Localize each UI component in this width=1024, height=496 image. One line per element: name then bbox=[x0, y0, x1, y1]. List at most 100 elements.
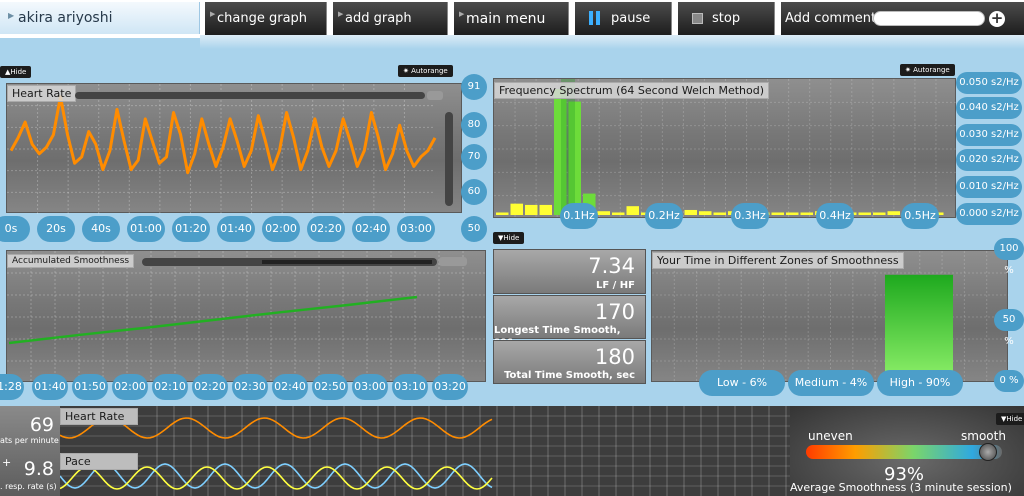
zone-bar bbox=[885, 274, 953, 381]
smoothness-x-tick-label: 03:20 bbox=[432, 374, 468, 400]
smoothness-x-tick-label: 03:00 bbox=[352, 374, 388, 400]
heart-rate-panel: Heart Rate bbox=[6, 83, 462, 214]
smoothness-x-tick-label: 01:28 bbox=[0, 374, 24, 400]
smoothness-series bbox=[8, 295, 418, 345]
autorange-button[interactable]: ✷ Autorange bbox=[900, 64, 955, 76]
smoothness-x-tick-label: 03:10 bbox=[392, 374, 428, 400]
live-pace-line bbox=[60, 463, 493, 489]
lf-hf-label: LF / HF bbox=[595, 280, 635, 291]
total-smooth-box: 180 Total Time Smooth, sec bbox=[493, 340, 646, 384]
main-menu-button[interactable]: ▶ main menu bbox=[454, 2, 569, 35]
live-hr-label: Heart Rate bbox=[60, 408, 138, 425]
spectrum-bar bbox=[858, 212, 871, 215]
autorange-button[interactable]: ✷ Autorange bbox=[398, 65, 453, 77]
triangle-icon: ▶ bbox=[338, 10, 344, 18]
hr-x-tick-label: 02:20 bbox=[307, 216, 345, 242]
spectrum-bar bbox=[684, 209, 697, 215]
autorange-label: Autorange bbox=[913, 66, 950, 74]
smoothness-x-tick-label: 01:50 bbox=[72, 374, 108, 400]
zones-y-tick-label: 100 % bbox=[994, 238, 1024, 276]
smoothness-panel: Accumulated Smoothness bbox=[6, 250, 487, 383]
add-graph-label: add graph bbox=[345, 11, 412, 26]
live-graph-lines bbox=[60, 406, 795, 496]
smooth-label: smooth bbox=[961, 429, 1006, 443]
hide-label: Hide bbox=[10, 68, 27, 76]
meter-knob bbox=[979, 443, 998, 461]
spectrum-bar bbox=[887, 211, 900, 215]
pause-button[interactable]: pause bbox=[575, 2, 672, 35]
heart-rate-series bbox=[9, 95, 437, 175]
hr-x-tick-label: 02:00 bbox=[262, 216, 300, 242]
hide-button[interactable]: ▼Hide bbox=[996, 413, 1024, 425]
resp-readout-unit: . resp. rate (s) bbox=[0, 482, 57, 491]
average-smoothness-label: Average Smoothness (3 minute session) bbox=[790, 481, 1012, 494]
hr-x-tick-label: 01:20 bbox=[172, 216, 210, 242]
live-pace-label: Pace bbox=[60, 453, 138, 470]
spectrum-panel: Frequency Spectrum (64 Second Welch Meth… bbox=[493, 78, 957, 219]
spectrum-y-tick-label: 0.020 s2/Hz bbox=[956, 149, 1022, 171]
change-graph-button[interactable]: ▶ change graph bbox=[205, 2, 327, 35]
hr-scrollbar[interactable] bbox=[75, 92, 425, 99]
hr-vertical-scrollbar[interactable] bbox=[445, 112, 453, 206]
plus-icon: + bbox=[2, 456, 12, 469]
spectrum-chart bbox=[494, 79, 957, 219]
triangle-icon: ▶ bbox=[8, 11, 15, 20]
hide-button[interactable]: ▼Hide bbox=[493, 232, 525, 244]
hr-y-tick-label: 50 bbox=[461, 216, 487, 242]
spectrum-bar bbox=[568, 101, 581, 215]
top-bar-shadow bbox=[200, 35, 1024, 49]
average-smoothness-percent: 93% bbox=[884, 464, 925, 485]
smoothness-scroll-handle[interactable] bbox=[439, 257, 467, 266]
stop-button[interactable]: stop bbox=[678, 2, 775, 35]
zones-title: Your Time in Different Zones of Smoothne… bbox=[652, 252, 904, 269]
spectrum-bar bbox=[539, 204, 552, 215]
spectrum-bar bbox=[800, 212, 813, 215]
zones-y-tick-label: 50 % bbox=[994, 309, 1024, 347]
smoothness-x-tick-label: 01:40 bbox=[32, 374, 68, 400]
live-hr-line bbox=[60, 417, 493, 439]
hr-scroll-handle[interactable] bbox=[427, 91, 443, 100]
user-tab[interactable]: ▶ akira ariyoshi bbox=[0, 2, 200, 34]
hr-x-tick-label: 01:00 bbox=[127, 216, 165, 242]
hr-readout-unit: ats per minute bbox=[0, 436, 59, 445]
spectrum-y-tick-label: 0.000 s2/Hz bbox=[956, 203, 1022, 225]
zone-label: Medium - 4% bbox=[788, 370, 874, 396]
hide-button[interactable]: ▲Hide bbox=[0, 66, 32, 78]
spectrum-x-tick-label: 0.1Hz bbox=[560, 203, 598, 229]
uneven-label: uneven bbox=[808, 429, 853, 443]
spectrum-bar bbox=[873, 212, 886, 215]
hr-y-tick-label: 60 bbox=[461, 179, 487, 205]
spectrum-bar bbox=[496, 212, 509, 215]
pause-label: pause bbox=[611, 11, 651, 26]
spectrum-bar bbox=[612, 212, 625, 215]
spectrum-bar bbox=[626, 206, 639, 215]
lf-hf-value: 7.34 bbox=[588, 254, 635, 278]
smoothness-x-tick-label: 02:00 bbox=[112, 374, 148, 400]
hide-label: Hide bbox=[503, 234, 520, 242]
heart-rate-title: Heart Rate bbox=[7, 85, 77, 102]
spectrum-bar bbox=[525, 204, 538, 215]
add-graph-button[interactable]: ▶ add graph bbox=[333, 2, 448, 35]
hr-readout-value: 69 bbox=[29, 414, 54, 436]
main-menu-label: main menu bbox=[466, 11, 546, 27]
change-graph-label: change graph bbox=[217, 11, 308, 26]
smoothness-meter bbox=[806, 445, 1002, 459]
smoothness-x-tick-label: 02:40 bbox=[272, 374, 308, 400]
comment-input[interactable] bbox=[873, 11, 985, 26]
spectrum-y-tick-label: 0.010 s2/Hz bbox=[956, 176, 1022, 198]
spectrum-bar bbox=[597, 211, 610, 215]
hr-x-tick-label: 40s bbox=[82, 216, 120, 242]
spectrum-bar bbox=[554, 89, 567, 215]
add-comment-plus-icon[interactable]: + bbox=[989, 9, 1005, 27]
hr-x-tick-label: 03:00 bbox=[397, 216, 435, 242]
hr-x-tick-label: 01:40 bbox=[217, 216, 255, 242]
resp-readout-value: 9.8 bbox=[23, 458, 54, 480]
spectrum-title: Frequency Spectrum (64 Second Welch Meth… bbox=[494, 82, 770, 99]
spectrum-bar bbox=[510, 203, 523, 215]
total-smooth-label: Total Time Smooth, sec bbox=[504, 370, 635, 381]
hr-x-tick-label: 0s bbox=[0, 216, 30, 242]
autorange-label: Autorange bbox=[411, 67, 448, 75]
pause-icon bbox=[589, 11, 600, 25]
spectrum-x-tick-label: 0.5Hz bbox=[901, 203, 939, 229]
lf-band-highlight bbox=[561, 79, 575, 215]
